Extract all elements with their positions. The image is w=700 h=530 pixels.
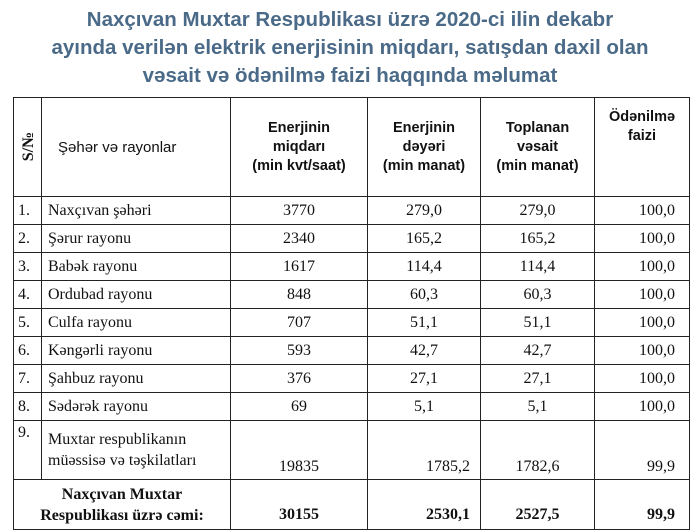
row-percent: 100,0 [594,280,690,309]
row-percent: 100,0 [594,308,690,337]
table-row: 7. Şahbuz rayonu 376 27,1 27,1 100,0 [13,364,690,393]
row-name: Ordubad rayonu [41,280,231,309]
row-percent: 100,0 [594,224,690,253]
row-amount: 1617 [230,252,368,281]
row-value: 42,7 [367,336,481,365]
row-amount: 19835 [230,420,368,480]
row-collected: 51,1 [480,308,595,337]
row-collected: 279,0 [480,196,595,225]
title-line-1: Naxçıvan Muxtar Respublikası üzrə 2020-c… [86,8,614,31]
row-name: Naxçıvan şəhəri [41,196,231,225]
table-row: 4. Ordubad rayonu 848 60,3 60,3 100,0 [13,280,690,309]
row-name: Şahbuz rayonu [41,364,231,393]
row-index: 4. [13,280,42,309]
total-label-line-2: Respublikası üzrə cəmi: [40,506,204,524]
row-amount: 848 [230,280,368,309]
row-value: 114,4 [367,252,481,281]
row-collected: 165,2 [480,224,595,253]
table-row: 5. Culfa rayonu 707 51,1 51,1 100,0 [13,308,690,337]
row-value: 5,1 [367,392,481,421]
table-row: 3. Babək rayonu 1617 114,4 114,4 100,0 [13,252,690,281]
header-name: Şəhər və rayonlar [41,97,231,197]
row-percent: 100,0 [594,196,690,225]
row-collected: 114,4 [480,252,595,281]
row-name-line-1: Muxtar respublikanın [48,431,187,448]
row-index: 8. [13,392,42,421]
total-value: 2530,1 [367,479,481,530]
electricity-table: S/№ Şəhər və rayonlar Enerjinin miqdarı (m… [13,97,690,530]
table-row: 1. Naxçıvan şəhəri 3770 279,0 279,0 100,… [13,196,690,225]
row-name: Sədərək rayonu [41,392,231,421]
total-label: Naxçıvan Muxtar Respublikası üzrə cəmi: [13,479,231,530]
total-amount: 30155 [230,479,368,530]
row-index: 6. [13,336,42,365]
header-value: Enerjinin dəyəri (min manat) [367,97,481,197]
row-name: Culfa rayonu [41,308,231,337]
row-index: 7. [13,364,42,393]
row-name: Muxtar respublikanın müəssisə və təşkila… [41,420,231,480]
row-percent: 100,0 [594,252,690,281]
table-row: 2. Şərur rayonu 2340 165,2 165,2 100,0 [13,224,690,253]
row-collected: 5,1 [480,392,595,421]
table-row: 6. Kəngərli rayonu 593 42,7 42,7 100,0 [13,336,690,365]
total-collected: 2527,5 [480,479,595,530]
row-index: 1. [13,196,42,225]
row-amount: 2340 [230,224,368,253]
header-index: S/№ [13,97,42,197]
row-value: 1785,2 [367,420,481,480]
row-index: 2. [13,224,42,253]
row-name: Babək rayonu [41,252,231,281]
row-percent: 100,0 [594,392,690,421]
table-row: 9. Muxtar respublikanın müəssisə və təşk… [13,420,690,480]
title-line-2: ayında verilən elektrik enerjisinin miqd… [51,36,649,59]
document-title: Naxçıvan Muxtar Respublikası üzrə 2020-c… [0,6,700,90]
row-percent: 100,0 [594,364,690,393]
row-amount: 3770 [230,196,368,225]
row-name-line-2: müəssisə və təşkilatları [48,452,197,469]
header-percent: Ödənilmə faizi [594,97,690,197]
row-value: 165,2 [367,224,481,253]
row-index: 3. [13,252,42,281]
row-value: 60,3 [367,280,481,309]
row-index: 9. [13,420,42,480]
row-percent: 99,9 [594,420,690,480]
row-percent: 100,0 [594,336,690,365]
row-collected: 42,7 [480,336,595,365]
total-label-line-1: Naxçıvan Muxtar [61,485,183,503]
row-collected: 1782,6 [480,420,595,480]
row-amount: 376 [230,364,368,393]
total-row: Naxçıvan Muxtar Respublikası üzrə cəmi: … [13,479,690,530]
header-collected: Toplanan vəsait (min manat) [480,97,595,197]
table-header-row: S/№ Şəhər və rayonlar Enerjinin miqdarı (m… [13,97,690,197]
row-index: 5. [13,308,42,337]
row-name: Şərur rayonu [41,224,231,253]
row-name: Kəngərli rayonu [41,336,231,365]
table-row: 8. Sədərək rayonu 69 5,1 5,1 100,0 [13,392,690,421]
row-amount: 593 [230,336,368,365]
row-value: 51,1 [367,308,481,337]
header-amount: Enerjinin miqdarı (min kvt/saat) [230,97,368,197]
row-collected: 60,3 [480,280,595,309]
row-collected: 27,1 [480,364,595,393]
row-amount: 69 [230,392,368,421]
row-value: 27,1 [367,364,481,393]
title-line-3: vəsait və ödənilmə faizi haqqında məluma… [142,64,558,87]
total-percent: 99,9 [594,479,690,530]
row-value: 279,0 [367,196,481,225]
row-amount: 707 [230,308,368,337]
